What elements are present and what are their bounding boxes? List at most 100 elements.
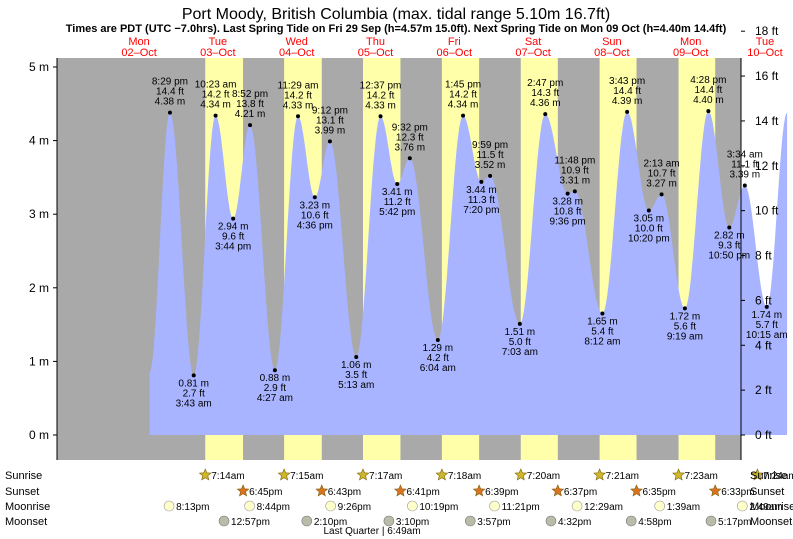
extreme-label: 14.4 ft xyxy=(613,86,641,97)
extreme-label: 11:29 am xyxy=(278,80,319,91)
extreme-label: 4.39 m xyxy=(612,96,643,107)
extreme-label: 2.7 ft xyxy=(183,388,205,399)
sunrise-row-label-left: Sunrise xyxy=(5,470,42,482)
extreme-label: 3.28 m xyxy=(552,197,583,208)
extreme-label: 4.21 m xyxy=(235,109,266,120)
extreme-label: 4.36 m xyxy=(530,98,561,109)
tide-extreme-point xyxy=(764,304,769,309)
sunset-time: 6:43pm xyxy=(328,487,361,498)
moonset-time: 4:58pm xyxy=(638,517,671,528)
extreme-label: 3.99 m xyxy=(315,125,346,136)
extreme-label: 11.5 ft xyxy=(477,150,504,161)
tide-extreme-point xyxy=(625,109,630,114)
extreme-label: 3:43 am xyxy=(176,398,212,409)
extreme-label: 9.3 ft xyxy=(718,240,740,251)
moon-phase-label: Last Quarter | 6:49am xyxy=(323,526,420,537)
moonset-time: 3:10pm xyxy=(396,517,429,528)
extreme-label: 1.65 m xyxy=(587,317,618,328)
extreme-label: 12.3 ft xyxy=(396,132,424,143)
date-label: 08–Oct xyxy=(594,47,629,59)
date-label: 07–Oct xyxy=(515,47,550,59)
sunrise-time: 7:24am xyxy=(763,471,793,482)
tide-extreme-point xyxy=(354,354,359,359)
sunrise-star-icon xyxy=(356,468,370,481)
extreme-label: 5:13 am xyxy=(338,380,374,391)
extreme-label: 6:04 am xyxy=(420,363,456,374)
extreme-label: 3:34 am xyxy=(727,149,763,160)
extreme-label: 14.4 ft xyxy=(156,87,184,98)
right-tick-label: 0 ft xyxy=(755,428,772,442)
extreme-label: 2.82 m xyxy=(714,230,745,241)
sunset-star-icon xyxy=(630,484,643,497)
extreme-label: 4.2 ft xyxy=(427,353,449,364)
sunrise-star-icon xyxy=(514,468,528,481)
moonset-row-label-right: Moonset xyxy=(750,516,792,528)
extreme-label: 9:32 pm xyxy=(392,122,428,133)
moonset-time: 12:57pm xyxy=(231,517,270,528)
tide-extreme-point xyxy=(407,156,412,161)
tide-extreme-point xyxy=(682,306,687,311)
tide-extreme-point xyxy=(296,114,301,119)
tide-extreme-point xyxy=(517,321,522,326)
tide-extreme-point xyxy=(248,123,253,128)
moonrise-icon xyxy=(571,500,583,512)
chart-title: Port Moody, British Columbia (max. tidal… xyxy=(182,6,610,23)
moonrise-icon xyxy=(244,500,255,512)
right-tick-label: 12 ft xyxy=(755,159,779,173)
tide-extreme-point xyxy=(727,225,732,230)
extreme-label: 10.7 ft xyxy=(648,168,676,179)
extreme-label: 8:29 pm xyxy=(152,77,188,88)
sunrise-star-icon xyxy=(593,468,607,481)
tide-extreme-point xyxy=(659,192,664,197)
moonrise-icon xyxy=(737,500,748,512)
extreme-label: 1.06 m xyxy=(341,360,372,371)
date-label: 10–Oct xyxy=(747,47,782,59)
extreme-label: 14.2 ft xyxy=(202,90,230,101)
tide-extreme-point xyxy=(646,208,651,213)
moonset-time: 3:57pm xyxy=(477,517,510,528)
extreme-label: 1:45 pm xyxy=(445,80,481,91)
extreme-label: 5:42 pm xyxy=(379,207,415,218)
extreme-label: 11.1 ft xyxy=(731,159,758,170)
tide-extreme-point xyxy=(600,311,605,316)
left-tick-label: 3 m xyxy=(29,207,49,221)
extreme-label: 0.88 m xyxy=(260,373,291,384)
moonrise-icon xyxy=(325,500,336,512)
tide-extreme-point xyxy=(565,191,570,196)
day-of-week-label: Sat xyxy=(525,36,542,48)
extreme-label: 2.94 m xyxy=(218,222,249,233)
moonset-time: 4:32pm xyxy=(558,517,591,528)
extreme-label: 3.5 ft xyxy=(345,370,367,381)
sunrise-star-icon xyxy=(672,468,686,481)
extreme-label: 14.2 ft xyxy=(449,90,477,101)
extreme-label: 5.7 ft xyxy=(756,320,778,331)
left-tick-label: 1 m xyxy=(29,354,49,368)
moonrise-time: 9:26pm xyxy=(338,502,371,513)
extreme-label: 8:12 am xyxy=(584,337,620,348)
tide-area xyxy=(149,111,788,435)
extreme-label: 3:43 pm xyxy=(609,76,645,87)
tide-extreme-point xyxy=(543,112,548,117)
tide-extreme-point xyxy=(191,373,196,378)
extreme-label: 3:44 pm xyxy=(215,242,251,253)
extreme-label: 10:20 pm xyxy=(628,234,670,245)
right-tick-label: 10 ft xyxy=(755,204,779,218)
sunrise-star-icon xyxy=(750,468,764,481)
chart-subtitle: Times are PDT (UTC −7.0hrs). Last Spring… xyxy=(66,23,727,35)
day-of-week-label: Tue xyxy=(756,36,775,48)
moonrise-time: 1:39am xyxy=(667,502,700,513)
moonrise-row-label-left: Moonrise xyxy=(5,501,50,513)
day-of-week-label: Mon xyxy=(128,36,149,48)
moonrise-time: 2:49am xyxy=(749,502,782,513)
extreme-label: 13.1 ft xyxy=(316,115,344,126)
moonset-icon xyxy=(218,515,230,527)
sunset-time: 6:35pm xyxy=(643,487,676,498)
extreme-label: 14.2 ft xyxy=(367,90,395,101)
moonrise-row-label-right: Moonrise xyxy=(750,501,793,513)
sunrise-time: 7:23am xyxy=(685,471,718,482)
sunrise-star-icon xyxy=(198,468,212,481)
moonrise-time: 8:13pm xyxy=(176,502,209,513)
day-of-week-label: Wed xyxy=(285,36,307,48)
sunset-star-icon xyxy=(315,484,329,497)
